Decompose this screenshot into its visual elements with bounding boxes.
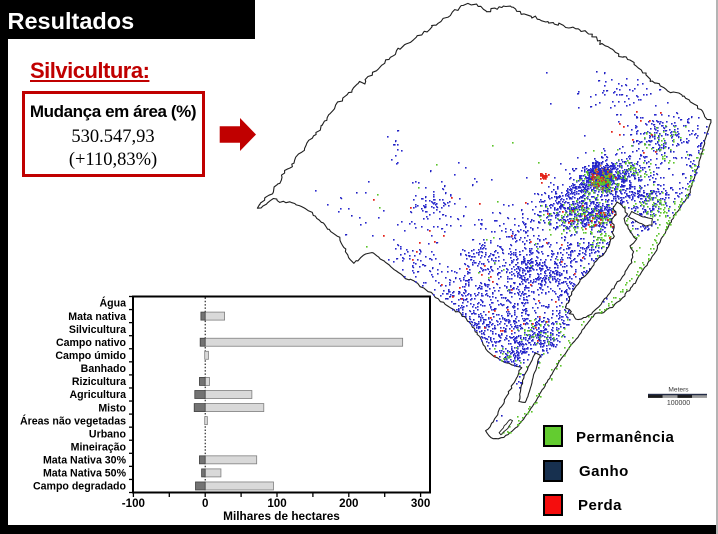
svg-text:200: 200	[339, 497, 358, 510]
svg-text:100: 100	[267, 497, 286, 510]
svg-text:Mata Nativa 30%: Mata Nativa 30%	[43, 455, 127, 467]
svg-text:Silvicultura: Silvicultura	[69, 324, 126, 336]
svg-text:Banhado: Banhado	[81, 363, 127, 375]
svg-text:Campo degradado: Campo degradado	[33, 481, 127, 493]
svg-text:Agricultura: Agricultura	[69, 389, 126, 401]
svg-text:Misto: Misto	[98, 402, 126, 414]
svg-text:Mata nativa: Mata nativa	[68, 311, 126, 323]
svg-text:100000: 100000	[667, 400, 690, 407]
svg-text:Milhares de hectares: Milhares de hectares	[223, 509, 340, 523]
svg-text:Rizicultura: Rizicultura	[72, 376, 126, 388]
svg-text:Urbano: Urbano	[89, 428, 127, 440]
svg-text:300: 300	[411, 497, 430, 510]
svg-text:Áreas não vegetadas: Áreas não vegetadas	[20, 414, 126, 427]
svg-text:Meters: Meters	[668, 387, 689, 394]
svg-text:Mineiração: Mineiração	[71, 441, 127, 453]
svg-text:Campo nativo: Campo nativo	[56, 337, 127, 349]
svg-text:Água: Água	[100, 297, 127, 310]
svg-text:-100: -100	[122, 497, 145, 510]
svg-text:Campo úmido: Campo úmido	[55, 350, 126, 362]
svg-text:0: 0	[202, 497, 208, 510]
svg-text:Mata Nativa 50%: Mata Nativa 50%	[43, 468, 127, 480]
